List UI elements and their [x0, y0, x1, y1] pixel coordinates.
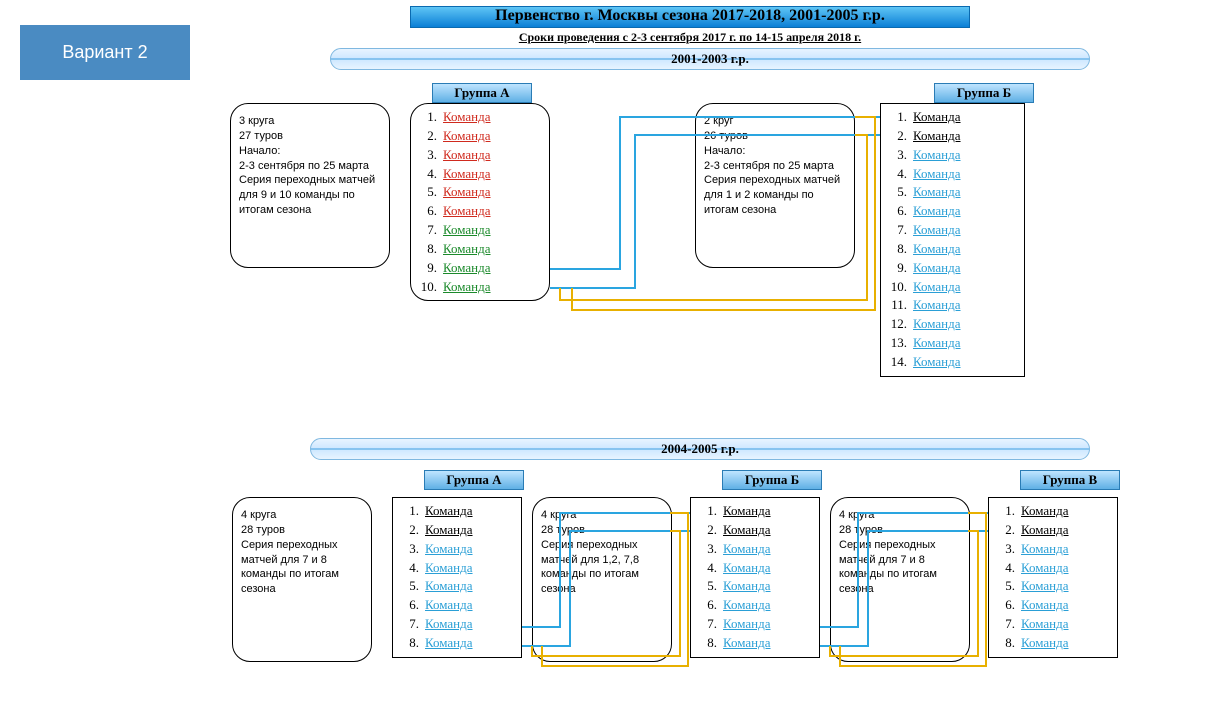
group2-label-1: Группа Б	[722, 470, 822, 490]
group2-label-2: Группа В	[1020, 470, 1120, 490]
connectors	[0, 0, 1212, 715]
group2-label-0: Группа А	[424, 470, 524, 490]
group-b-label: Группа Б	[934, 83, 1034, 103]
group-a-label: Группа А	[432, 83, 532, 103]
